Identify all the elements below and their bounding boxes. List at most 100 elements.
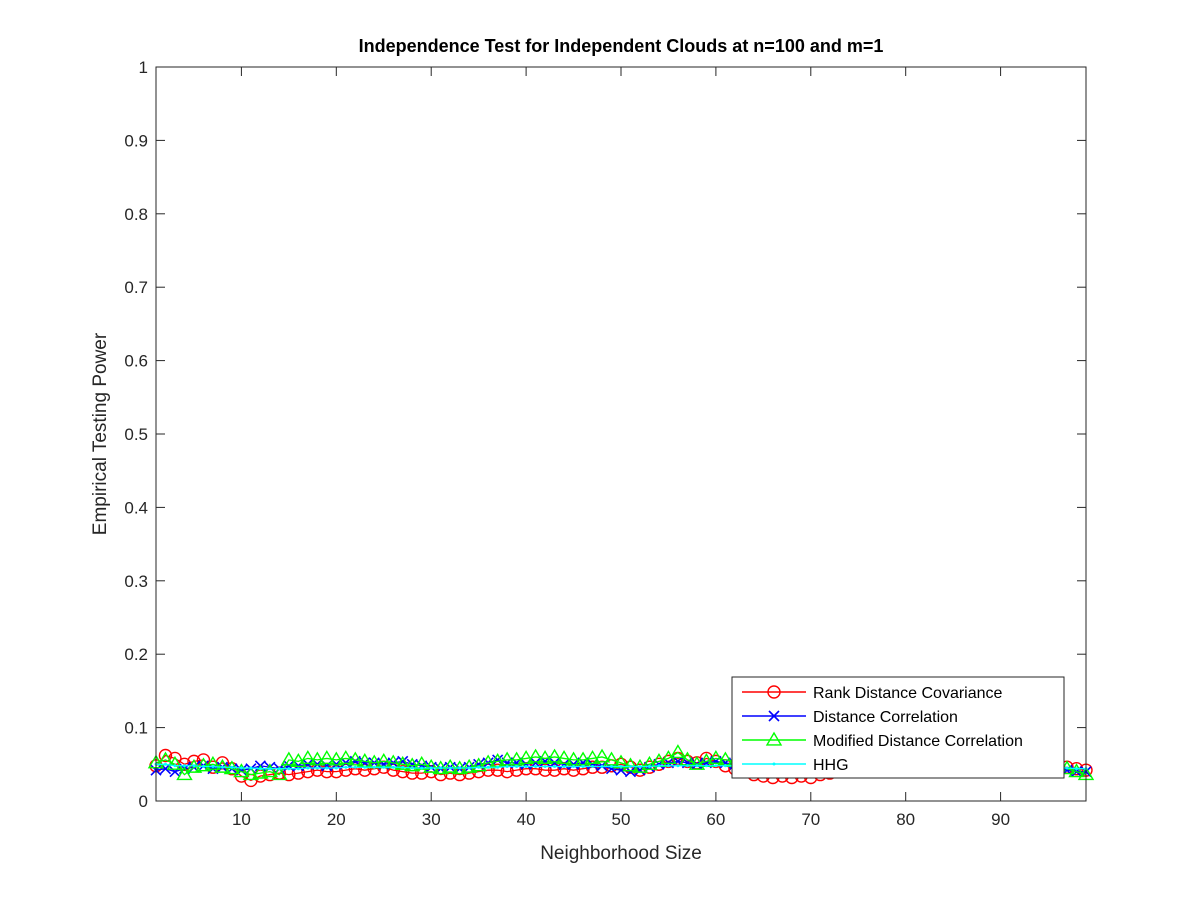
data-point	[158, 748, 173, 763]
data-point	[280, 751, 298, 766]
data-point	[328, 751, 345, 766]
data-point	[527, 748, 544, 763]
legend-item: Rank Distance Covariance	[742, 685, 1003, 702]
data-point	[439, 766, 443, 770]
data-point	[195, 757, 212, 772]
data-point	[268, 767, 272, 771]
data-point	[638, 765, 642, 769]
data-point	[329, 764, 344, 779]
x-tick-label: 30	[422, 810, 441, 829]
data-point	[496, 765, 500, 769]
y-tick-label: 1	[139, 58, 148, 77]
data-point	[657, 764, 661, 768]
data-point	[490, 763, 505, 777]
data-point	[382, 765, 386, 769]
data-point	[258, 767, 262, 771]
data-point	[353, 765, 357, 769]
legend-marker	[768, 710, 780, 722]
data-point	[591, 765, 595, 769]
legend: Rank Distance Covariance Distance Correla…	[731, 676, 1065, 779]
data-point	[233, 763, 250, 778]
data-point	[325, 766, 329, 770]
data-point	[647, 765, 651, 769]
y-tick-label: 0.1	[124, 719, 148, 738]
data-point	[441, 758, 459, 773]
data-point	[315, 766, 319, 770]
data-point	[448, 766, 452, 770]
data-point	[287, 767, 291, 771]
data-point	[524, 765, 528, 769]
data-point	[628, 765, 632, 769]
x-tick-label: 40	[517, 810, 536, 829]
data-point	[410, 766, 414, 770]
data-point	[252, 764, 269, 779]
data-point	[723, 764, 727, 768]
legend-item: Distance Correlation	[742, 709, 958, 726]
data-point	[619, 765, 623, 769]
data-point	[695, 764, 699, 768]
data-point	[546, 748, 563, 763]
data-point	[347, 751, 364, 766]
data-point	[291, 766, 306, 780]
data-point	[707, 750, 725, 765]
data-point	[685, 764, 689, 768]
x-tick-label: 50	[612, 810, 631, 829]
data-point	[344, 765, 348, 769]
data-point	[553, 765, 557, 769]
data-point	[220, 765, 224, 769]
data-point	[477, 765, 481, 769]
y-tick-label: 0.2	[124, 645, 148, 664]
data-point	[603, 751, 620, 766]
x-axis-title: Neighborhood Size	[540, 843, 702, 864]
y-tick-label: 0	[139, 792, 148, 811]
data-point	[176, 766, 193, 781]
data-point	[182, 764, 186, 768]
data-point	[467, 766, 471, 770]
legend-box	[731, 676, 1065, 779]
y-axis-title: Empirical Testing Power	[90, 332, 111, 535]
legend-marker	[765, 731, 783, 746]
data-point	[391, 765, 395, 769]
y-tick-label: 0.7	[124, 278, 148, 297]
data-point	[517, 750, 535, 765]
data-point	[562, 765, 566, 769]
data-point	[584, 750, 601, 765]
data-point	[505, 765, 509, 769]
legend-marker	[772, 762, 776, 766]
data-point	[301, 764, 315, 779]
data-point	[348, 762, 362, 776]
data-point	[372, 765, 376, 769]
data-point	[230, 765, 234, 769]
data-point	[337, 750, 355, 765]
data-point	[296, 767, 300, 771]
data-point	[422, 758, 440, 773]
data-point	[214, 758, 231, 773]
y-tick-label: 0.5	[124, 425, 148, 444]
data-point	[458, 766, 462, 770]
data-point	[358, 763, 372, 777]
data-point	[211, 765, 215, 769]
data-point	[593, 748, 611, 763]
data-point	[498, 751, 516, 766]
data-point	[565, 751, 582, 766]
data-point	[396, 764, 410, 779]
y-tick-label: 0.8	[124, 205, 148, 224]
data-point	[277, 767, 281, 771]
data-point	[173, 764, 177, 768]
data-point	[192, 764, 196, 768]
data-point	[420, 766, 424, 770]
data-point	[622, 757, 639, 772]
data-point	[271, 766, 288, 781]
data-point	[536, 750, 554, 765]
x-tick-label: 80	[896, 810, 915, 829]
data-point	[538, 763, 552, 777]
legend-label: HHG	[813, 757, 849, 774]
legend-item: Modified Distance Correlation	[742, 731, 1023, 750]
data-point	[543, 765, 547, 769]
chart-title: Independence Test for Independent Clouds…	[359, 36, 884, 56]
legend-label: Modified Distance Correlation	[813, 733, 1023, 750]
data-point	[204, 755, 222, 770]
legend-label: Distance Correlation	[813, 709, 958, 726]
data-point	[666, 764, 670, 768]
data-point	[460, 758, 478, 773]
